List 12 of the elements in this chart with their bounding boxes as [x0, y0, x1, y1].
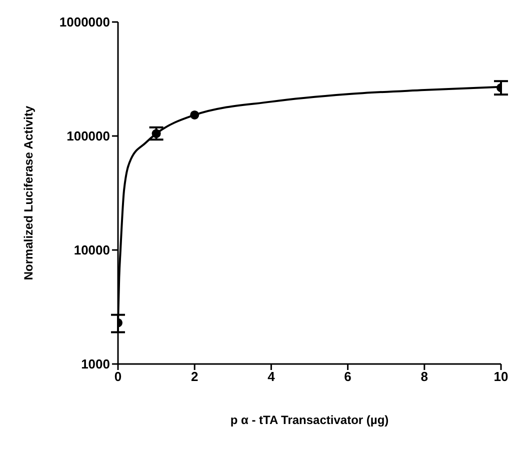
- x-axis-title: p α - tTA Transactivator (µg): [230, 413, 389, 427]
- x-tick-label: 8: [420, 369, 428, 384]
- x-tick-label: 0: [114, 369, 122, 384]
- x-tick-label: 6: [344, 369, 352, 384]
- y-axis-title: Normalized Luciferase Activity: [21, 106, 36, 280]
- y-tick-label: 100000: [66, 128, 110, 144]
- x-tick-label: 4: [268, 369, 276, 384]
- y-tick-label: 1000000: [59, 14, 110, 30]
- x-tick-label: 10: [494, 369, 508, 384]
- y-tick-label: 10000: [74, 242, 110, 258]
- x-tick-label: 2: [190, 369, 198, 384]
- y-tick-label: 1000: [81, 356, 110, 372]
